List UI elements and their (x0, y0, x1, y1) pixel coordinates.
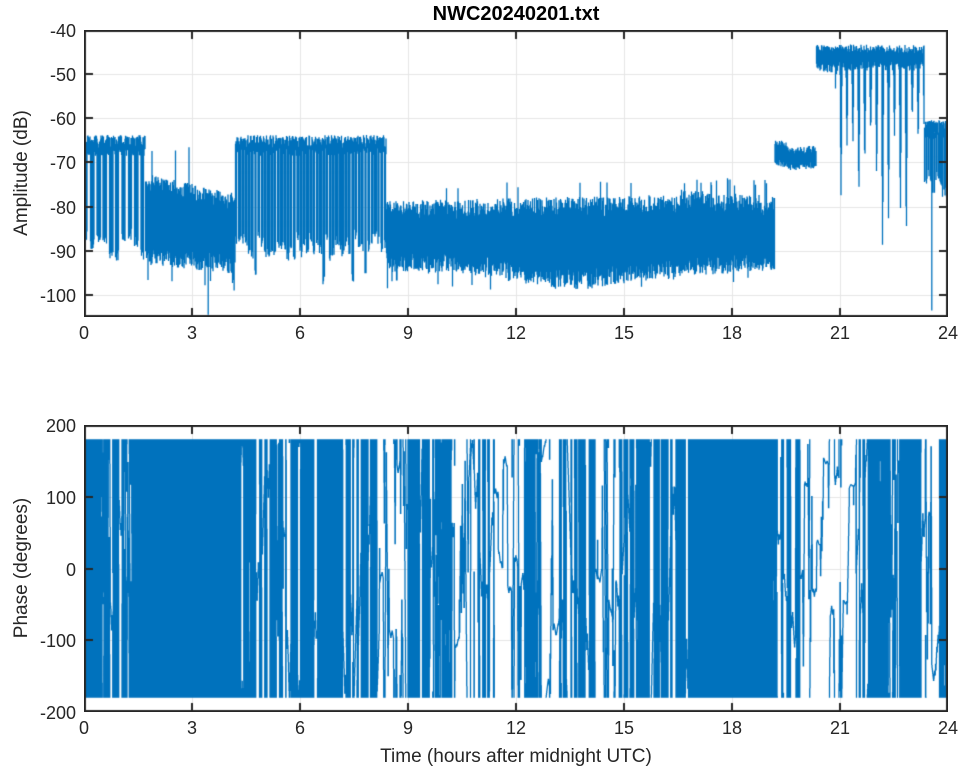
x-tick-label: 12 (505, 323, 527, 343)
x-tick-label: 15 (613, 323, 635, 343)
x-tick-label: 21 (829, 718, 851, 738)
x-tick-label: 0 (78, 323, 89, 343)
amplitude-plot-canvas (84, 30, 948, 317)
y-tick-label: -90 (49, 241, 76, 262)
figure-title: NWC20240201.txt (432, 3, 600, 25)
x-tick-label: 9 (402, 323, 413, 343)
y-tick-label: -70 (49, 153, 76, 174)
x-tick-label: 3 (186, 323, 197, 343)
y-tick-label: -100 (39, 285, 76, 306)
y-tick-label: -200 (39, 703, 76, 723)
x-tick-label: 24 (937, 718, 959, 738)
x-tick-label: 18 (721, 323, 743, 343)
y-tick-label: -50 (49, 65, 76, 86)
x-tick-label: 3 (186, 718, 197, 738)
x-tick-label: 6 (294, 718, 305, 738)
x-tick-label: 21 (829, 323, 851, 343)
y-tick-label: -80 (49, 197, 76, 218)
x-tick-label: 6 (294, 323, 305, 343)
x-tick-label: 24 (937, 323, 959, 343)
x-tick-label: 0 (78, 718, 89, 738)
x-axis-label: Time (hours after midnight UTC) (380, 746, 652, 767)
y-tick-label: -40 (49, 21, 76, 41)
x-tick-label: 9 (402, 718, 413, 738)
x-tick-label: 18 (721, 718, 743, 738)
y-tick-label: 100 (45, 487, 76, 508)
phase-plot-canvas (84, 425, 948, 712)
y-tick-label: -60 (49, 109, 76, 130)
x-tick-label: 15 (613, 718, 635, 738)
y-tick-label: 200 (45, 416, 76, 436)
x-tick-label: 12 (505, 718, 527, 738)
y-tick-label: 0 (65, 559, 76, 580)
y-tick-label: -100 (39, 631, 76, 652)
